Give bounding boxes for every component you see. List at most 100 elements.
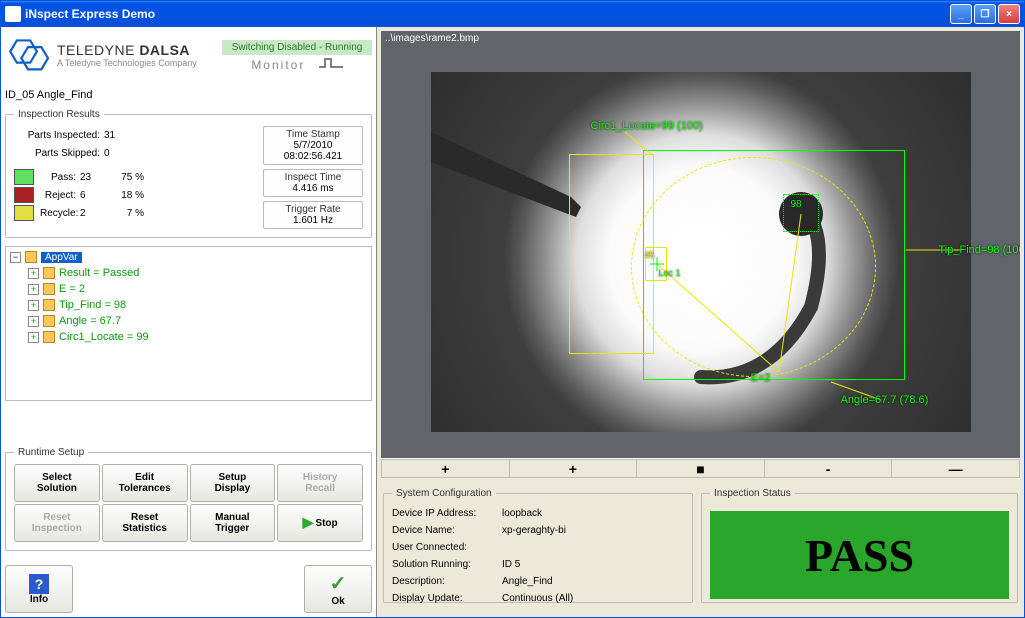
folder-icon: [25, 251, 37, 263]
runtime-stop-button[interactable]: ▶Stop: [277, 504, 363, 542]
btn-label: Stop: [315, 518, 337, 529]
titlebar: iNspect Express Demo _ ❐ ×: [1, 1, 1024, 27]
variable-tree[interactable]: − AppVar + Result = Passed +E = 2+Tip_Find…: [5, 246, 372, 401]
runtime-solution-button[interactable]: SelectSolution: [14, 464, 100, 502]
trigger-label: Trigger Rate: [268, 204, 358, 215]
close-button[interactable]: ×: [998, 4, 1020, 24]
minimize-button[interactable]: _: [950, 4, 972, 24]
sysconf-row: Description:Angle_Find: [392, 573, 684, 590]
runtime-display-button[interactable]: SetupDisplay: [190, 464, 276, 502]
parts-skipped-label: Parts Skipped:: [14, 148, 104, 159]
mode-label: Monitor: [251, 58, 305, 72]
app-window: iNspect Express Demo _ ❐ × TELEDYNE DALS…: [0, 0, 1025, 618]
left-panel: TELEDYNE DALSA A Teledyne Technologies C…: [1, 27, 376, 617]
status-area: Switching Disabled - Running Monitor: [222, 40, 372, 72]
toolbar-btn-3[interactable]: -: [765, 459, 893, 478]
inspect-label: Inspect Time: [268, 172, 358, 183]
tree-item[interactable]: + Circ1_Locate = 99: [28, 329, 367, 345]
runtime-statistics-button[interactable]: ResetStatistics: [102, 504, 188, 542]
recycle-count: 2: [80, 208, 108, 219]
logo-tagline: A Teledyne Technologies Company: [57, 59, 197, 69]
variable-icon: [43, 267, 55, 279]
reject-count: 6: [80, 190, 108, 201]
ts-label: Time Stamp: [268, 129, 358, 140]
job-id: ID_05 Angle_Find: [5, 89, 372, 101]
sysconf-row: Device IP Address:loopback: [392, 505, 684, 522]
pass-label: Pass:: [40, 172, 80, 183]
btn-label-1: History: [303, 472, 337, 483]
parts-inspected-value: 31: [104, 130, 132, 141]
ok-button[interactable]: ✓ Ok: [304, 565, 372, 613]
sysconf-legend: System Configuration: [392, 488, 496, 499]
reject-label: Reject:: [40, 190, 80, 201]
btn-label-2: Trigger: [215, 523, 249, 534]
pass-color-box: [14, 169, 34, 185]
toolbar-btn-2[interactable]: ■: [637, 459, 765, 478]
label-98: 98: [791, 199, 802, 210]
info-button[interactable]: ? Info: [5, 565, 73, 613]
parts-skipped-value: 0: [104, 148, 132, 159]
tree-expand-icon[interactable]: +: [28, 268, 39, 279]
sysconf-row: Display Update:Continuous (All): [392, 590, 684, 607]
sysconf-label: Device Name:: [392, 525, 502, 536]
btn-label-1: Setup: [218, 472, 246, 483]
runtime-setup-group: Runtime Setup SelectSolutionEditToleranc…: [5, 447, 372, 551]
window-controls: _ ❐ ×: [950, 4, 1020, 24]
btn-label-1: Select: [42, 472, 71, 483]
tree-expand-icon[interactable]: +: [28, 316, 39, 327]
btn-label-2: Display: [215, 483, 251, 494]
ts-time: 08:02:56.421: [268, 151, 358, 162]
btn-label-2: Recall: [305, 483, 334, 494]
sysconf-row: Device Name:xp-geraghty-bi: [392, 522, 684, 539]
inspect-val: 4.416 ms: [268, 183, 358, 194]
play-icon: ▶: [303, 515, 314, 530]
sysconf-value: Angle_Find: [502, 576, 553, 587]
sysconf-value: xp-geraghty-bi: [502, 525, 566, 536]
image-path: ..\images\rame2.bmp: [381, 31, 1020, 46]
btn-label-2: Tolerances: [119, 483, 171, 494]
runtime-tolerances-button[interactable]: EditTolerances: [102, 464, 188, 502]
recycle-label: Recycle:: [40, 208, 80, 219]
runtime-trigger-button[interactable]: ManualTrigger: [190, 504, 276, 542]
bottom-info: System Configuration Device IP Address:l…: [377, 482, 1024, 617]
label-loc: Loc 1: [659, 268, 681, 278]
ts-date: 5/7/2010: [268, 140, 358, 151]
viewer-toolbar: ++■-—: [381, 458, 1020, 478]
runtime-recall-button: HistoryRecall: [277, 464, 363, 502]
tree-item-label: Circ1_Locate = 99: [59, 331, 149, 343]
timestamp-metric: Time Stamp 5/7/2010 08:02:56.421: [263, 126, 363, 165]
logo-brand: DALSA: [139, 42, 190, 58]
tree-item[interactable]: +Tip_Find = 98: [28, 297, 367, 313]
status-legend: Inspection Status: [710, 488, 795, 499]
inspection-legend: Inspection Results: [14, 109, 104, 120]
maximize-button[interactable]: ❐: [974, 4, 996, 24]
recycle-pct: 7 %: [108, 208, 144, 219]
tree-expand-icon[interactable]: +: [28, 332, 39, 343]
tree-item-label: Result = Passed: [59, 267, 139, 279]
reject-color-box: [14, 187, 34, 203]
tree-item[interactable]: +Angle = 67.7: [28, 313, 367, 329]
toolbar-btn-1[interactable]: +: [510, 459, 638, 478]
tree-expand-icon[interactable]: +: [28, 300, 39, 311]
detection-circle: [631, 157, 876, 377]
label-e: E=2: [751, 372, 771, 384]
sysconf-value: loopback: [502, 508, 542, 519]
image-area[interactable]: Circ1_Locate=99 (100) Tip_Find=98 (100) …: [381, 46, 1020, 458]
ok-label: Ok: [331, 596, 344, 607]
btn-label-1: Manual: [215, 512, 249, 523]
tree-expand-icon[interactable]: +: [28, 284, 39, 295]
variable-icon: [43, 299, 55, 311]
toolbar-btn-4[interactable]: —: [892, 459, 1020, 478]
toolbar-btn-0[interactable]: +: [381, 459, 510, 478]
tree-root[interactable]: − AppVar: [10, 251, 367, 263]
trigger-val: 1.601 Hz: [268, 215, 358, 226]
info-icon: ?: [29, 574, 49, 594]
sysconf-value: ID 5: [502, 559, 520, 570]
btn-label-2: Inspection: [32, 523, 82, 534]
tree-item[interactable]: + Result = Passed: [28, 265, 367, 281]
runtime-inspection-button: ResetInspection: [14, 504, 100, 542]
tree-collapse-icon[interactable]: −: [10, 252, 21, 263]
logo: TELEDYNE DALSA A Teledyne Technologies C…: [5, 36, 222, 76]
tree-item[interactable]: +E = 2: [28, 281, 367, 297]
system-config-group: System Configuration Device IP Address:l…: [383, 488, 693, 603]
